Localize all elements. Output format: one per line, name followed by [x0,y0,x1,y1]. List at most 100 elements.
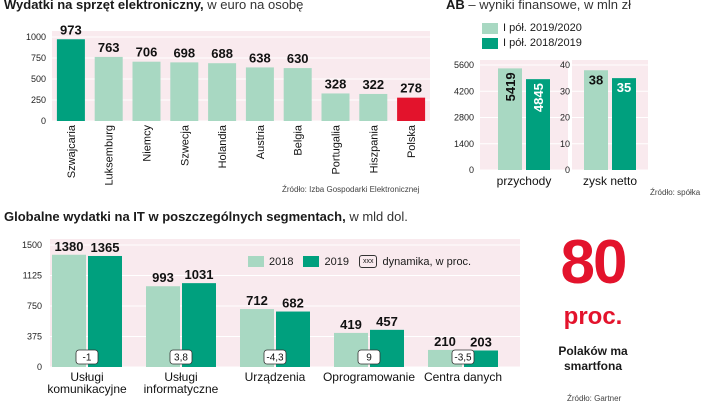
chart3-category-label: Usługi [70,370,103,384]
chart3-title-sub: w mld dol. [349,209,408,224]
growth-box-icon: xxx [358,255,378,268]
chart3-data-label: 712 [246,293,268,308]
chart1-ytick-label: 1000 [26,32,46,42]
chart3-data-label: 203 [470,334,492,349]
chart1-bar [283,68,312,121]
chart1-category-label: Holandia [217,124,229,168]
chart3-category-label: Usługi [164,370,197,384]
chart3-growth-box [75,349,99,365]
chart2-title: AB – wyniki finansowe, w mln zł [446,0,631,12]
chart1-bar [170,62,199,121]
chart1-data-label: 698 [173,45,195,60]
chart1-data-label: 973 [60,22,82,37]
chart1-data-label: 278 [400,81,422,96]
chart3-data-label: 682 [282,296,304,311]
chart2-ytick-label: 2800 [454,113,474,123]
chart2-ab-financials: 0 1400 2800 4200 5600 5419 4845 przychody 0 10 20 3… [454,60,648,188]
chart2-title-main: AB [446,0,465,12]
chart3-data-label: 1031 [185,267,214,282]
chart1-category-label: Szwecja [179,124,191,166]
chart2-source: Źródło: spółka [650,188,701,197]
stat-value: 80 [560,228,628,297]
chart1-data-label: 638 [249,50,271,65]
chart3-legend-item-1: 2018 [248,256,293,268]
chart3-bar [88,255,122,367]
chart1-source: Źródło: Izba Gospodarki Elektronicznej [282,185,420,194]
chart3-legend-label-1: 2018 [269,255,294,268]
chart1-data-label: 328 [325,76,347,91]
stat-caption: Polaków ma smartfona [558,344,628,373]
chart3-category-label: informatyczne [144,382,219,396]
chart2-bar [498,68,522,170]
chart2-legend-swatch-light [482,22,498,34]
chart1-title-sub: w euro na osobę [207,0,304,12]
chart3-growth-label: -3,5 [454,353,472,364]
chart1-data-label: 763 [98,40,120,55]
chart3-title-main: Globalne wydatki na IT w poszczególnych … [4,209,346,224]
chart3-growth-label: 3,8 [174,353,188,364]
chart1-electronics-spending: 0 250 500 750 1000 973 Szwajcaria 763 Luksemburg… [26,22,430,186]
chart1-ytick-label: 250 [31,95,46,105]
chart1-ytick-label: 750 [31,53,46,63]
chart1-bar [94,56,123,121]
chart3-category-label: komunikacyjne [47,382,127,396]
chart2-ytick-label: 0 [565,165,570,175]
chart1-bar [321,93,350,121]
chart2-ytick-label: 20 [560,113,570,123]
chart3-growth-box [169,349,193,365]
chart3-bar [52,254,86,367]
chart2-ytick-label: 0 [469,165,474,175]
chart1-title-main: Wydatki na sprzęt elektroniczny, [4,0,204,12]
chart3-ytick-label: 375 [27,332,42,342]
chart2-ytick-label: 5600 [454,60,474,70]
chart3-growth-label: -4,3 [266,353,284,364]
chart2-category-label: przychody [497,174,552,188]
chart2-ytick-label: 30 [560,86,570,96]
chart2-category-label: zysk netto [583,174,637,188]
chart3-growth-box [357,349,381,365]
chart2-ytick-label: 10 [560,139,570,149]
chart3-data-label: 210 [434,334,456,349]
chart3-data-label: 1365 [91,240,120,255]
chart2-ytick-label: 1400 [454,139,474,149]
chart3-growth-label: 9 [366,353,372,364]
chart1-category-label: Austria [255,124,267,159]
chart3-data-label: 419 [340,317,362,332]
chart3-title: Globalne wydatki na IT w poszczególnych … [4,209,408,224]
chart3-category-label: Urządzenia [245,370,306,384]
chart3-legend-swatch-light [248,256,264,267]
chart1-category-label: Polska [406,124,418,158]
stat-unit: proc. [563,303,623,330]
chart3-ytick-label: 1125 [23,271,42,281]
chart2-ytick-label: 4200 [454,86,474,96]
chart2-data-label: 5419 [503,72,518,101]
chart3-legend-label-3: dynamika, w proc. [382,255,472,268]
chart3-data-label: 993 [152,270,174,285]
chart3-ytick-label: 0 [37,362,42,372]
chart3-legend-item-2: 2019 [303,255,349,268]
chart2-plot-bg [480,60,568,170]
chart2-data-label: 35 [617,80,631,95]
chart2-legend-item-2: I pół. 2018/2019 [482,37,582,49]
chart2-legend: I pół. 2019/2020 I pół. 2018/2019 [482,22,582,52]
chart1-ytick-label: 0 [41,116,46,126]
chart2-legend-label-2: I pół. 2018/2019 [503,37,582,49]
chart1-bar [397,97,426,121]
chart1-category-label: Szwajcaria [66,124,78,178]
chart3-legend-swatch-dark [303,256,320,267]
chart2-legend-item-1: I pół. 2019/2020 [482,22,582,34]
chart1-data-label: 706 [136,45,158,60]
chart3-ytick-label: 1500 [22,240,42,250]
chart1-bar [56,39,85,121]
chart1-bar [132,61,161,121]
chart2-bar [584,70,608,170]
chart3-legend: 2018 2019 xxx dynamika, w proc. [248,255,481,268]
chart2-data-label: 38 [589,72,603,87]
chart3-legend-label-2: 2019 [324,255,349,268]
chart3-category-label: Centra danych [424,370,502,384]
chart3-legend-item-3: xxx dynamika, w proc. [358,255,472,268]
chart2-data-label: 4845 [531,83,546,112]
chart3-growth-box [451,349,475,365]
chart1-title: Wydatki na sprzęt elektroniczny, w euro … [4,0,303,12]
